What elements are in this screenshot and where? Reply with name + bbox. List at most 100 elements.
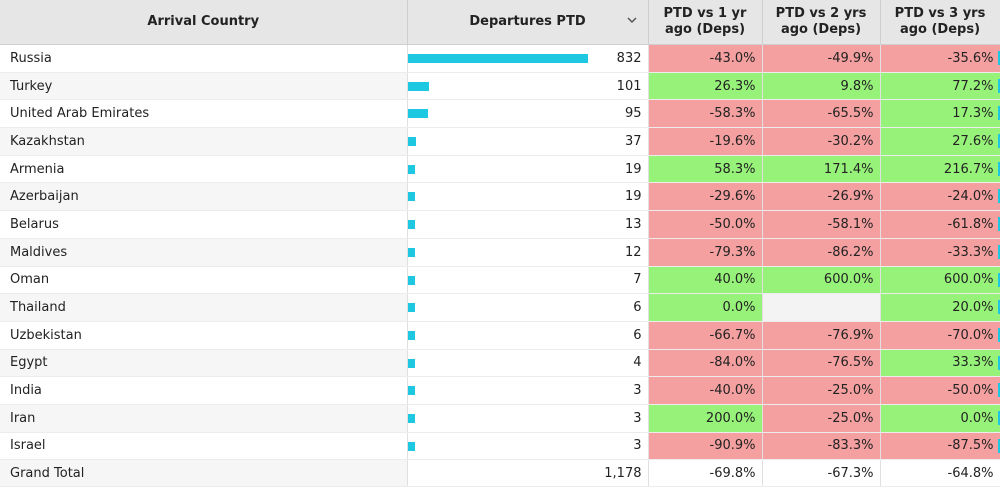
country-cell: United Arab Emirates — [0, 99, 408, 129]
pct-change-vs2-cell: -76.5% — [762, 349, 881, 378]
pct-change-vs1-cell: 0.0% — [648, 293, 763, 322]
pct-change-vs3-cell: -35.6% — [880, 44, 1000, 73]
departures-cell: 3 — [407, 404, 649, 433]
departures-value: 19 — [624, 161, 642, 177]
pct-change-vs1-cell: -66.7% — [648, 321, 763, 350]
country-cell: Egypt — [0, 349, 408, 378]
departures-value: 3 — [633, 438, 642, 454]
grand-total-label: Grand Total — [0, 459, 408, 487]
departures-bar — [407, 303, 415, 313]
departures-value: 3 — [633, 383, 642, 399]
pct-change-vs2-cell: -25.0% — [762, 404, 881, 433]
column-header-vs2[interactable]: PTD vs 2 yrs ago (Deps) — [762, 0, 881, 45]
departures-cell: 7 — [407, 266, 649, 295]
grand-total-vs1: -69.8% — [648, 459, 763, 487]
pct-change-vs1-cell: -29.6% — [648, 182, 763, 212]
departures-bar — [407, 358, 415, 368]
departures-cell: 19 — [407, 182, 649, 212]
pct-change-vs2-cell: -49.9% — [762, 44, 881, 73]
pct-change-vs3-cell: 77.2% — [880, 72, 1000, 101]
departures-value: 7 — [633, 272, 642, 288]
pct-change-vs1-cell: -40.0% — [648, 376, 763, 405]
pct-change-vs2-cell: -65.5% — [762, 99, 881, 129]
country-cell: Azerbaijan — [0, 182, 408, 212]
chevron-down-icon[interactable] — [626, 14, 638, 26]
pct-change-vs2-cell: 9.8% — [762, 72, 881, 101]
departures-bar — [407, 164, 415, 174]
departures-bar — [407, 109, 429, 119]
pct-change-vs3-cell: 17.3% — [880, 99, 1000, 129]
departures-bar — [407, 247, 415, 257]
table-row: Belarus 13 -50.0% -58.1% -61.8% — [0, 210, 1000, 239]
country-cell: India — [0, 376, 408, 405]
grand-total-row: Grand Total 1,178 -69.8% -67.3% -64.8% — [0, 459, 1000, 487]
departures-value: 3 — [633, 410, 642, 426]
pct-change-vs1-cell: -84.0% — [648, 349, 763, 378]
pct-change-vs1-cell: 58.3% — [648, 155, 763, 184]
pct-change-vs2-cell: -76.9% — [762, 321, 881, 350]
pct-change-vs1-cell: -90.9% — [648, 432, 763, 461]
pct-change-vs2-cell — [762, 293, 881, 322]
column-header-country[interactable]: Arrival Country — [0, 0, 408, 45]
column-header-vs3[interactable]: PTD vs 3 yrs ago (Deps) — [880, 0, 1000, 45]
pct-change-vs1-cell: -58.3% — [648, 99, 763, 129]
country-cell: Russia — [0, 44, 408, 73]
pct-change-vs3-cell: 216.7% — [880, 155, 1000, 184]
pct-change-vs2-cell: 600.0% — [762, 266, 881, 295]
departures-bar — [407, 81, 430, 91]
pct-change-vs2-cell: -30.2% — [762, 127, 881, 156]
table-row: Thailand 6 0.0% 20.0% — [0, 293, 1000, 322]
pct-change-vs1-cell: 26.3% — [648, 72, 763, 101]
pct-change-vs1-cell: 40.0% — [648, 266, 763, 295]
departures-value: 4 — [633, 355, 642, 371]
column-header-departures[interactable]: Departures PTD — [407, 0, 649, 45]
table-row: India 3 -40.0% -25.0% -50.0% — [0, 376, 1000, 405]
table-row: Iran 3 200.0% -25.0% 0.0% — [0, 404, 1000, 433]
pct-change-vs3-cell: -50.0% — [880, 376, 1000, 405]
grand-total-vs3: -64.8% — [880, 459, 1000, 487]
table-row: Russia 832 -43.0% -49.9% -35.6% — [0, 44, 1000, 73]
country-cell: Maldives — [0, 238, 408, 267]
departures-cell: 3 — [407, 376, 649, 405]
column-header-departures-label: Departures PTD — [469, 14, 586, 29]
departures-bar — [407, 192, 415, 202]
departures-bar — [407, 220, 415, 230]
country-cell: Israel — [0, 432, 408, 461]
pct-change-vs1-cell: -43.0% — [648, 44, 763, 73]
table-row: Uzbekistan 6 -66.7% -76.9% -70.0% — [0, 321, 1000, 350]
table-row: Egypt 4 -84.0% -76.5% 33.3% — [0, 349, 1000, 378]
pct-change-vs2-cell: -83.3% — [762, 432, 881, 461]
departures-cell: 832 — [407, 44, 649, 73]
country-cell: Armenia — [0, 155, 408, 184]
departures-bar — [407, 137, 416, 147]
country-cell: Uzbekistan — [0, 321, 408, 350]
pct-change-vs2-cell: -58.1% — [762, 210, 881, 239]
departures-bar — [407, 330, 415, 340]
departures-cell: 95 — [407, 99, 649, 129]
departures-cell: 37 — [407, 127, 649, 156]
table-row: Maldives 12 -79.3% -86.2% -33.3% — [0, 238, 1000, 267]
table-row: Azerbaijan 19 -29.6% -26.9% -24.0% — [0, 182, 1000, 212]
departures-bar — [407, 275, 415, 285]
table-row: United Arab Emirates 95 -58.3% -65.5% 17.3% — [0, 99, 1000, 129]
departures-value: 12 — [624, 244, 642, 260]
table-row: Israel 3 -90.9% -83.3% -87.5% — [0, 432, 1000, 461]
pct-change-vs3-cell: -24.0% — [880, 182, 1000, 212]
country-cell: Turkey — [0, 72, 408, 101]
column-header-vs1[interactable]: PTD vs 1 yr ago (Deps) — [648, 0, 763, 45]
grand-total-vs2: -67.3% — [762, 459, 881, 487]
country-cell: Iran — [0, 404, 408, 433]
departures-value: 19 — [624, 189, 642, 205]
table-row: Kazakhstan 37 -19.6% -30.2% 27.6% — [0, 127, 1000, 156]
pct-change-vs1-cell: -19.6% — [648, 127, 763, 156]
departures-bar — [407, 54, 588, 63]
pct-change-vs3-cell: -87.5% — [880, 432, 1000, 461]
departures-bar — [407, 441, 415, 451]
pct-change-vs3-cell: -61.8% — [880, 210, 1000, 239]
pct-change-vs3-cell: 600.0% — [880, 266, 1000, 295]
table-row: Turkey 101 26.3% 9.8% 77.2% — [0, 72, 1000, 101]
departures-value: 6 — [633, 300, 642, 316]
country-cell: Thailand — [0, 293, 408, 322]
pct-change-vs3-cell: 0.0% — [880, 404, 1000, 433]
